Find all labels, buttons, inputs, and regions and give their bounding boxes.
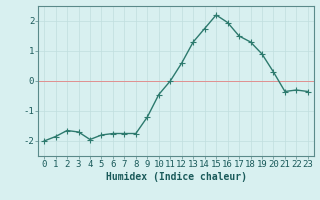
X-axis label: Humidex (Indice chaleur): Humidex (Indice chaleur) — [106, 172, 246, 182]
